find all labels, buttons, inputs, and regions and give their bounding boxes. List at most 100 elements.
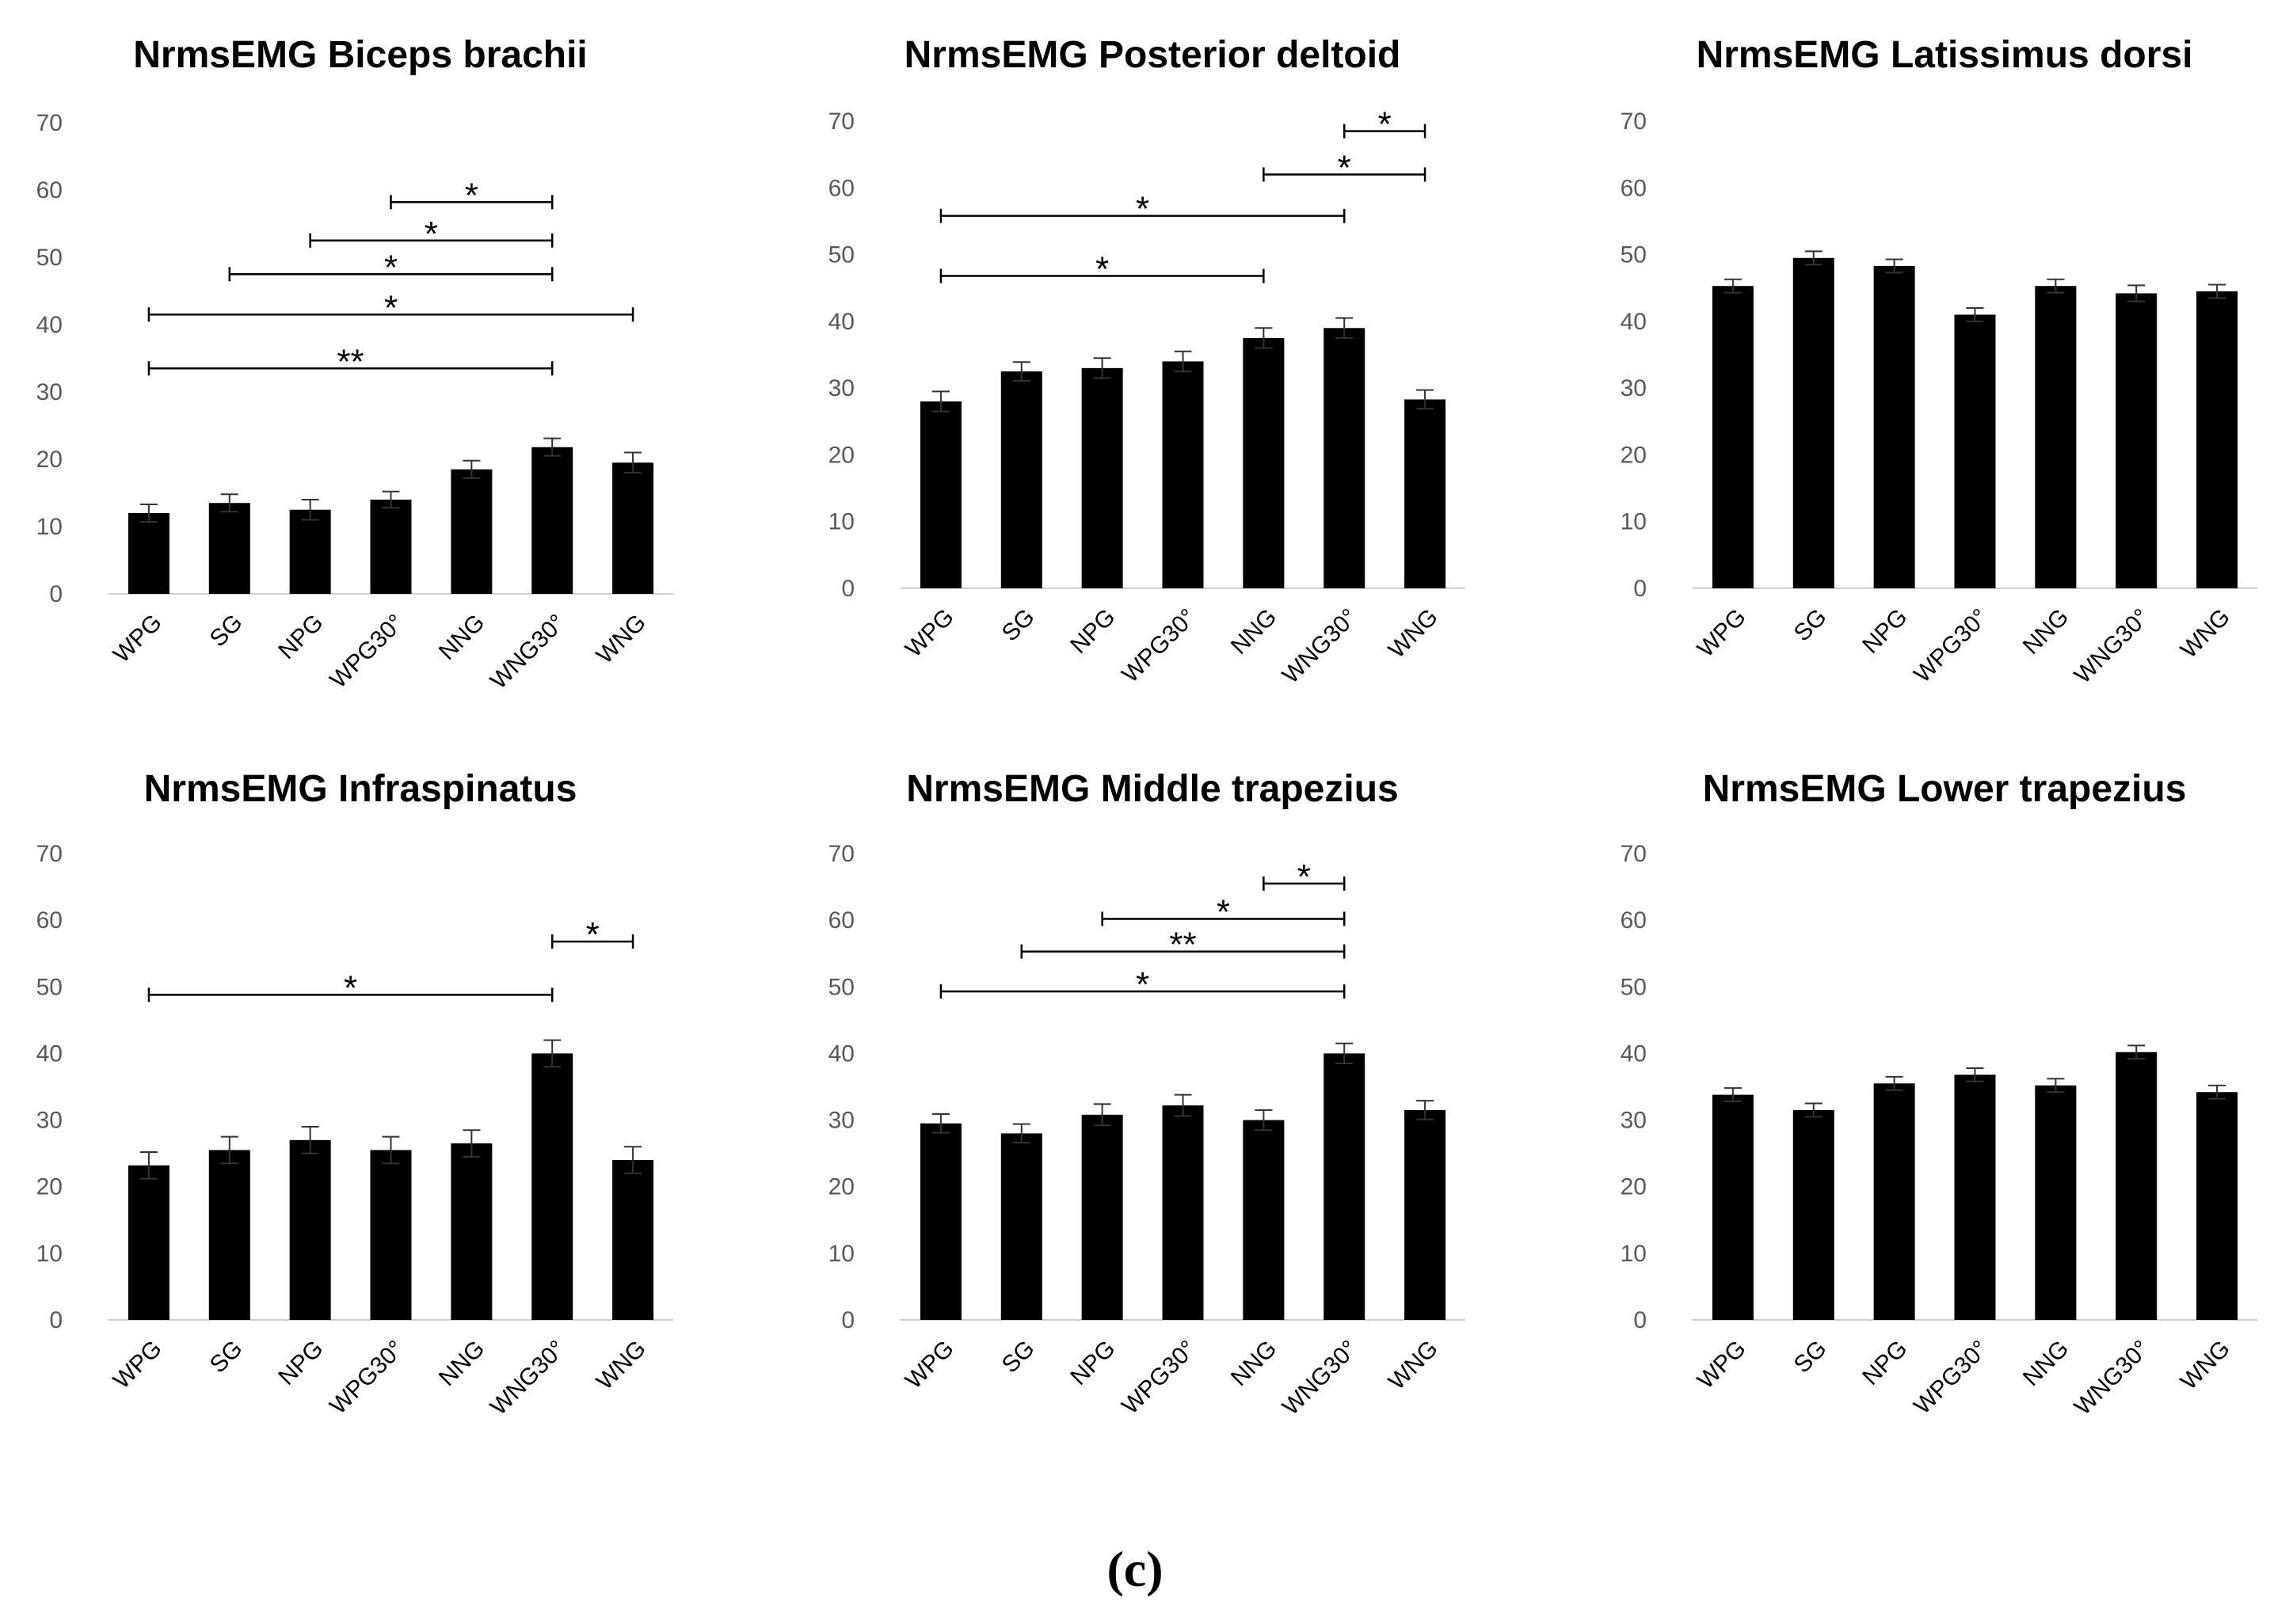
y-tick-label: 0 xyxy=(841,576,855,602)
error-bar-NPG xyxy=(301,499,319,521)
x-tick-label: WPG30° xyxy=(1117,1336,1201,1420)
error-bar-WPG xyxy=(931,1112,950,1134)
bar-NNG xyxy=(1243,1120,1285,1320)
bar-WNG xyxy=(2196,1092,2238,1320)
y-tick-label: 70 xyxy=(1621,841,1647,867)
bar-NPG xyxy=(289,509,331,594)
x-tick-label: NPG xyxy=(1065,604,1120,659)
x-tick-label: WNG30° xyxy=(1278,604,1362,689)
bar-NPG xyxy=(1873,1083,1915,1320)
error-bar-WNG30° xyxy=(543,1039,562,1068)
significance-bracket: * xyxy=(1101,892,1346,931)
chart-panel-1: NrmsEMG Biceps brachii 0 10 20 30 40 50 60 70 WPG… xyxy=(36,34,673,694)
bar-NPG xyxy=(1081,367,1123,588)
error-bar-NPG xyxy=(1885,258,1903,274)
bar-NNG xyxy=(451,469,493,594)
x-tick-label: WNG xyxy=(592,1336,651,1395)
y-tick-label: 40 xyxy=(1621,1040,1647,1067)
y-tick-label: 70 xyxy=(828,108,855,135)
x-tick-label: WPG xyxy=(109,1336,167,1394)
error-bar-NPG xyxy=(1093,357,1111,379)
y-tick-label: 20 xyxy=(828,1174,855,1200)
y-tick-label: 30 xyxy=(1621,1108,1647,1134)
x-tick-label: WPG30° xyxy=(1909,1336,1993,1420)
bar-NNG xyxy=(1243,337,1285,588)
chart-panel-3: NrmsEMG Latissimus dorsi 0 10 20 30 40 50 60 70 W… xyxy=(1621,34,2257,689)
y-tick-label: 40 xyxy=(828,309,855,335)
x-tick-label: WNG xyxy=(1384,604,1443,664)
x-tick-label: NNG xyxy=(2018,604,2074,660)
bar-WNG30° xyxy=(1324,328,1365,588)
error-bar-SG xyxy=(1012,361,1030,382)
x-tick-label: WNG30° xyxy=(2070,604,2154,689)
error-bar-SG xyxy=(1804,1102,1822,1118)
y-tick-label: 40 xyxy=(36,1040,63,1067)
y-tick-label: 20 xyxy=(828,442,855,468)
x-tick-label: SG xyxy=(997,604,1040,647)
y-tick-label: 60 xyxy=(828,175,855,201)
x-tick-label: WPG30° xyxy=(1117,604,1201,688)
significance-label: * xyxy=(1338,148,1351,187)
x-tick-label: WPG xyxy=(1693,604,1751,663)
significance-label: * xyxy=(465,176,478,215)
significance-bracket: * xyxy=(939,965,1346,1004)
error-bar-WPG xyxy=(1723,278,1742,294)
error-bar-WPG30° xyxy=(1966,307,1984,322)
y-tick-label: 0 xyxy=(1633,576,1647,602)
y-tick-label: 50 xyxy=(36,245,63,271)
y-tick-label: 20 xyxy=(1621,442,1647,468)
x-tick-label: WPG xyxy=(1693,1336,1751,1394)
bar-WNG30° xyxy=(1324,1053,1365,1320)
error-bar-NNG xyxy=(2047,1078,2065,1093)
y-tick-label: 10 xyxy=(36,514,63,540)
significance-bracket: * xyxy=(939,190,1346,229)
significance-bracket: ** xyxy=(1020,926,1346,964)
error-bar-WPG30° xyxy=(1966,1067,1984,1082)
y-tick-label: 10 xyxy=(828,509,855,535)
x-tick-label: NNG xyxy=(1226,604,1282,660)
figure-caption: (c) xyxy=(1106,1541,1164,1597)
y-tick-label: 30 xyxy=(36,1108,63,1134)
y-tick-label: 20 xyxy=(1621,1174,1647,1200)
bar-WPG30° xyxy=(370,1150,412,1320)
y-tick-label: 60 xyxy=(1621,175,1647,201)
x-tick-label: WNG xyxy=(592,610,651,669)
bar-NPG xyxy=(1873,265,1915,588)
error-bar-NNG xyxy=(1255,1109,1273,1131)
chart-panel-6: NrmsEMG Lower trapezius 0 10 20 30 40 50 60 70 WP… xyxy=(1621,768,2257,1421)
chart-panel-5: NrmsEMG Middle trapezius 0 10 20 30 40 50 60 70 W… xyxy=(828,768,1465,1421)
error-bar-WNG30° xyxy=(2127,1044,2146,1060)
x-tick-label: SG xyxy=(205,610,248,652)
error-bar-SG xyxy=(1012,1123,1030,1144)
chart-title: NrmsEMG Biceps brachii xyxy=(133,34,588,76)
error-bar-NPG xyxy=(1093,1103,1111,1127)
bar-WNG xyxy=(2196,291,2238,588)
error-bar-WPG30° xyxy=(382,1135,400,1165)
y-tick-label: 10 xyxy=(1621,509,1647,535)
bar-WPG xyxy=(920,401,962,588)
chart-panel-2: NrmsEMG Posterior deltoid 0 10 20 30 40 50 60 70… xyxy=(828,34,1465,689)
bar-WPG xyxy=(920,1123,962,1320)
x-tick-label: WPG xyxy=(109,610,167,668)
x-tick-label: WNG xyxy=(2176,1336,2235,1395)
significance-bracket: * xyxy=(147,968,554,1007)
x-tick-label: NPG xyxy=(1857,604,1912,659)
significance-label: * xyxy=(425,215,438,253)
significance-bracket: * xyxy=(390,176,554,215)
bar-WPG xyxy=(1712,1094,1754,1320)
significance-bracket: * xyxy=(309,215,554,253)
significance-bracket: * xyxy=(1263,858,1346,896)
significance-label: ** xyxy=(1169,926,1196,964)
error-bar-WNG30° xyxy=(543,437,562,457)
bar-WNG xyxy=(1404,399,1446,588)
x-tick-label: WPG30° xyxy=(325,610,409,694)
y-tick-label: 50 xyxy=(828,242,855,268)
x-tick-label: NNG xyxy=(434,1336,489,1391)
error-bar-SG xyxy=(1804,250,1822,266)
bar-NNG xyxy=(451,1143,493,1320)
chart-title: NrmsEMG Lower trapezius xyxy=(1703,768,2187,810)
y-tick-label: 0 xyxy=(1633,1307,1647,1333)
x-tick-label: WPG30° xyxy=(1909,604,1993,688)
error-bar-WPG xyxy=(139,1150,158,1180)
